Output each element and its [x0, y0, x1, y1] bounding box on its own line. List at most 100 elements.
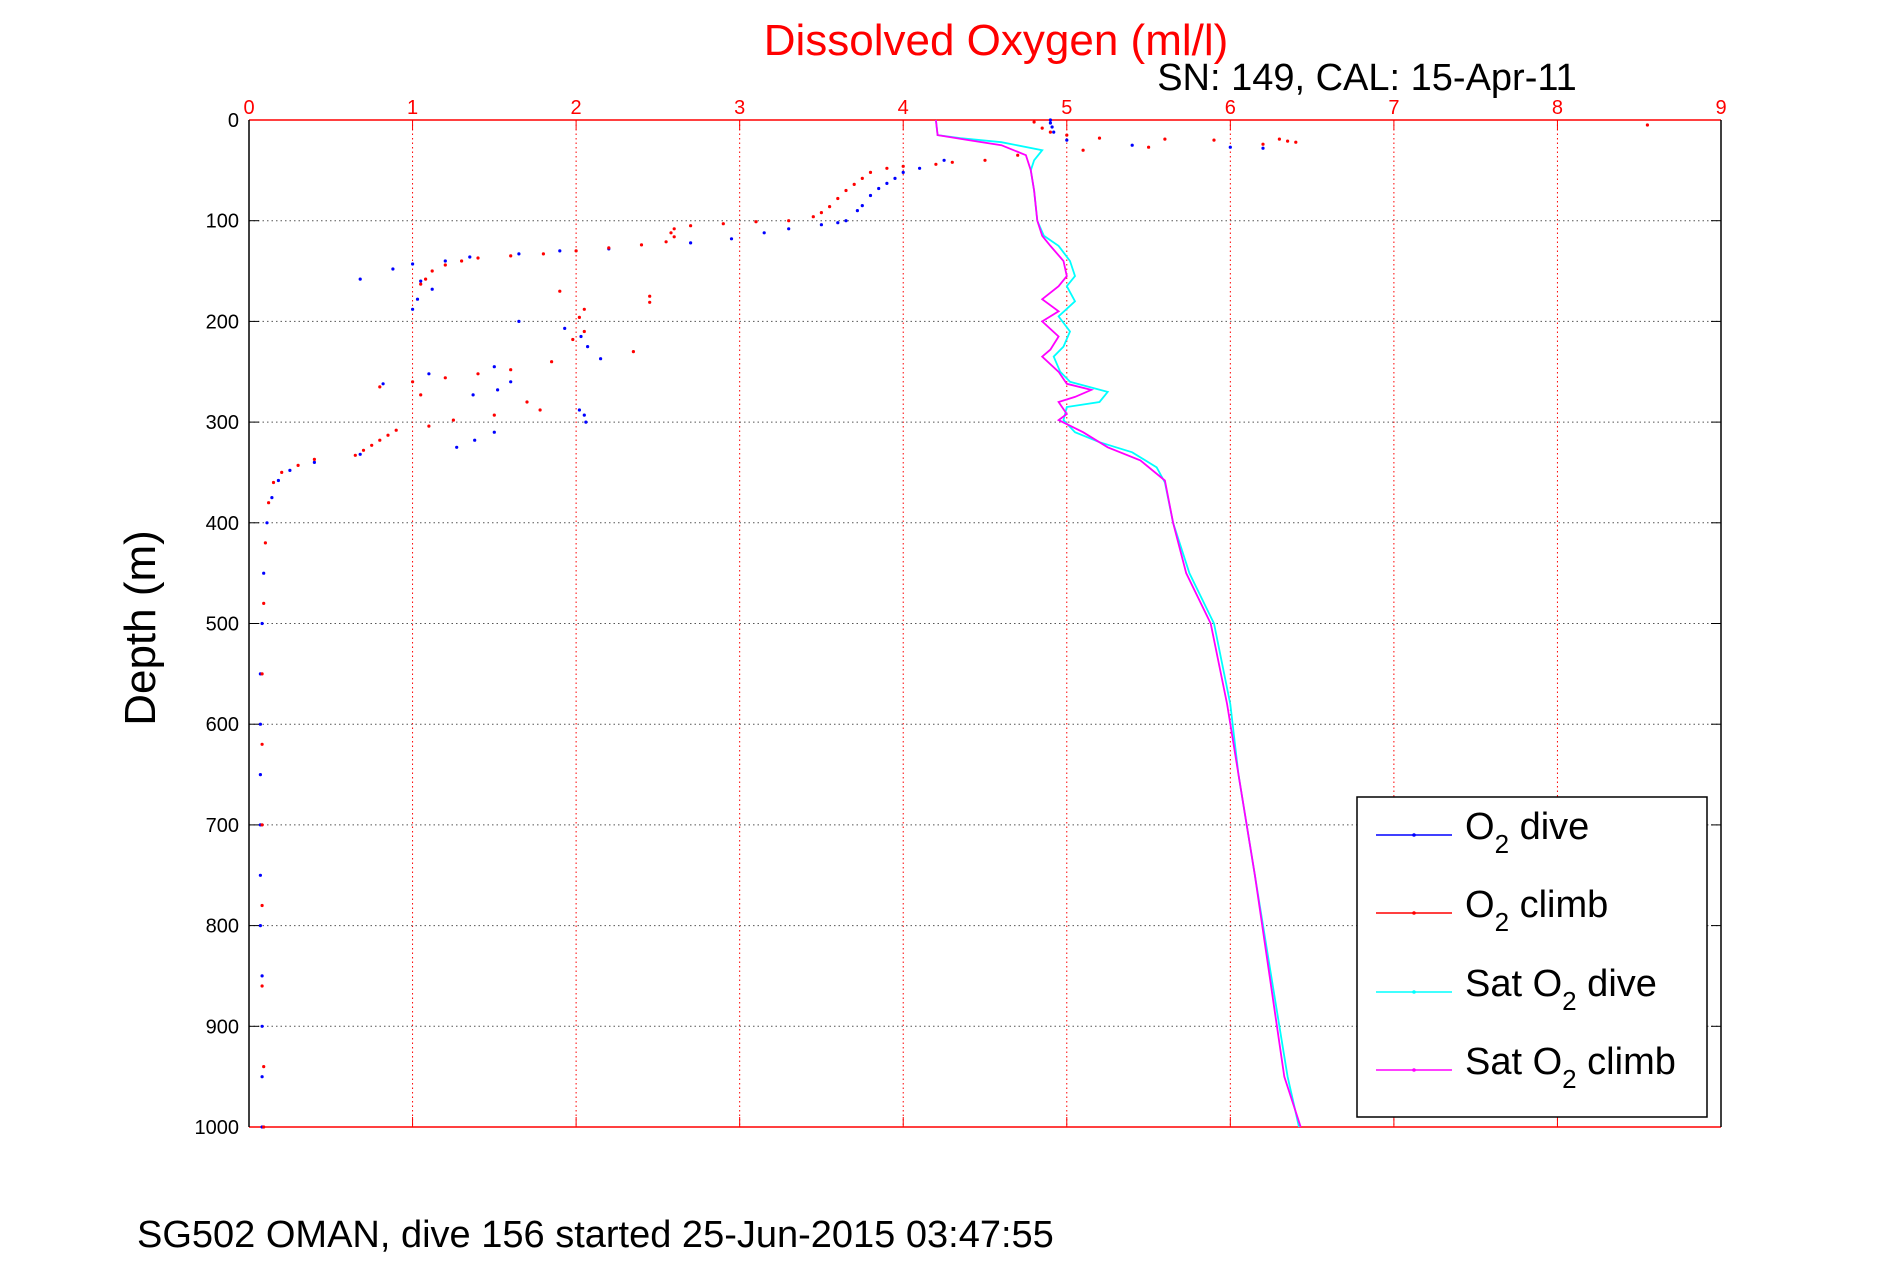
- data-point: [538, 408, 542, 412]
- data-point: [476, 256, 480, 260]
- data-point: [430, 287, 434, 291]
- data-point: [260, 742, 264, 746]
- data-point: [525, 400, 529, 404]
- y-tick-label: 1000: [195, 1117, 240, 1139]
- data-point: [492, 413, 496, 417]
- data-point: [541, 252, 546, 256]
- data-point: [358, 452, 362, 456]
- data-point: [762, 231, 766, 235]
- legend-marker: [1412, 990, 1416, 994]
- data-point: [455, 445, 459, 449]
- data-point: [558, 249, 562, 253]
- y-tick-label: 800: [206, 916, 239, 938]
- data-point: [288, 468, 292, 472]
- data-point: [599, 357, 603, 361]
- data-point: [577, 408, 582, 412]
- data-point: [828, 205, 832, 209]
- data-point: [1052, 130, 1056, 134]
- x-tick-label: 2: [571, 97, 582, 119]
- data-point: [381, 382, 385, 386]
- data-point: [265, 521, 269, 525]
- data-point: [391, 267, 395, 271]
- data-point: [296, 463, 300, 467]
- data-point: [415, 297, 420, 301]
- data-point: [411, 380, 415, 384]
- data-point: [492, 365, 496, 369]
- data-point: [664, 240, 668, 244]
- data-point: [427, 372, 431, 376]
- legend-marker: [1412, 833, 1416, 837]
- data-point: [370, 443, 374, 447]
- data-point: [631, 350, 636, 354]
- data-point: [893, 176, 897, 180]
- data-point: [471, 393, 475, 397]
- data-point: [276, 478, 280, 483]
- data-point: [509, 368, 513, 372]
- data-point: [509, 380, 513, 384]
- data-point: [1212, 138, 1216, 142]
- data-point: [262, 1125, 266, 1129]
- data-point: [563, 326, 567, 330]
- data-point: [1147, 145, 1151, 149]
- y-tick-label: 600: [206, 714, 239, 736]
- y-tick-label: 700: [206, 815, 239, 837]
- data-point: [260, 984, 264, 988]
- data-point: [427, 424, 431, 428]
- data-point: [648, 294, 652, 298]
- data-point: [787, 227, 791, 231]
- legend-label: Sat O2 dive: [1465, 963, 1657, 1016]
- data-point: [1261, 146, 1265, 150]
- data-point: [844, 219, 848, 223]
- data-point: [476, 372, 480, 376]
- data-point: [1048, 118, 1052, 122]
- data-point: [312, 457, 316, 461]
- data-point: [270, 496, 274, 500]
- y-tick-label: 200: [206, 311, 239, 333]
- data-point: [1261, 142, 1265, 146]
- data-point: [648, 300, 652, 304]
- data-point: [280, 470, 284, 474]
- series: [258, 118, 1649, 1129]
- legend: O2 dive O2 climb Sat O2 dive Sat O2 climb: [1356, 796, 1708, 1118]
- data-point: [669, 231, 673, 235]
- data-point: [411, 307, 415, 311]
- data-point: [262, 571, 266, 575]
- data-point: [582, 329, 586, 334]
- data-point: [672, 227, 676, 231]
- data-point: [586, 345, 590, 349]
- data-point: [430, 269, 434, 273]
- data-point: [885, 166, 889, 170]
- data-point: [358, 277, 362, 281]
- data-point: [378, 385, 382, 389]
- data-point: [473, 438, 477, 442]
- data-point: [721, 222, 725, 226]
- y-tick-label: 100: [206, 211, 239, 233]
- data-point: [1050, 125, 1054, 129]
- data-point: [260, 1075, 264, 1079]
- data-point: [885, 181, 889, 185]
- data-point: [582, 413, 586, 417]
- y-tick-label: 500: [206, 614, 239, 636]
- data-point: [1040, 126, 1044, 130]
- data-point: [689, 241, 693, 245]
- data-point: [639, 243, 644, 247]
- data-point: [260, 823, 264, 827]
- y-axis-label: Depth (m): [116, 530, 165, 726]
- data-point: [558, 289, 562, 293]
- data-point: [1228, 145, 1232, 149]
- y-tick-label: 300: [206, 412, 239, 434]
- data-point: [860, 204, 864, 208]
- data-point: [258, 773, 262, 777]
- data-point: [855, 209, 860, 213]
- data-point: [1048, 130, 1052, 134]
- data-point: [260, 621, 264, 626]
- data-point: [262, 1065, 266, 1069]
- data-point: [860, 176, 864, 180]
- data-point: [1097, 136, 1102, 140]
- data-point: [353, 453, 357, 457]
- data-point: [689, 224, 693, 228]
- data-point: [877, 186, 881, 191]
- data-point: [1277, 137, 1281, 141]
- data-point: [517, 319, 521, 323]
